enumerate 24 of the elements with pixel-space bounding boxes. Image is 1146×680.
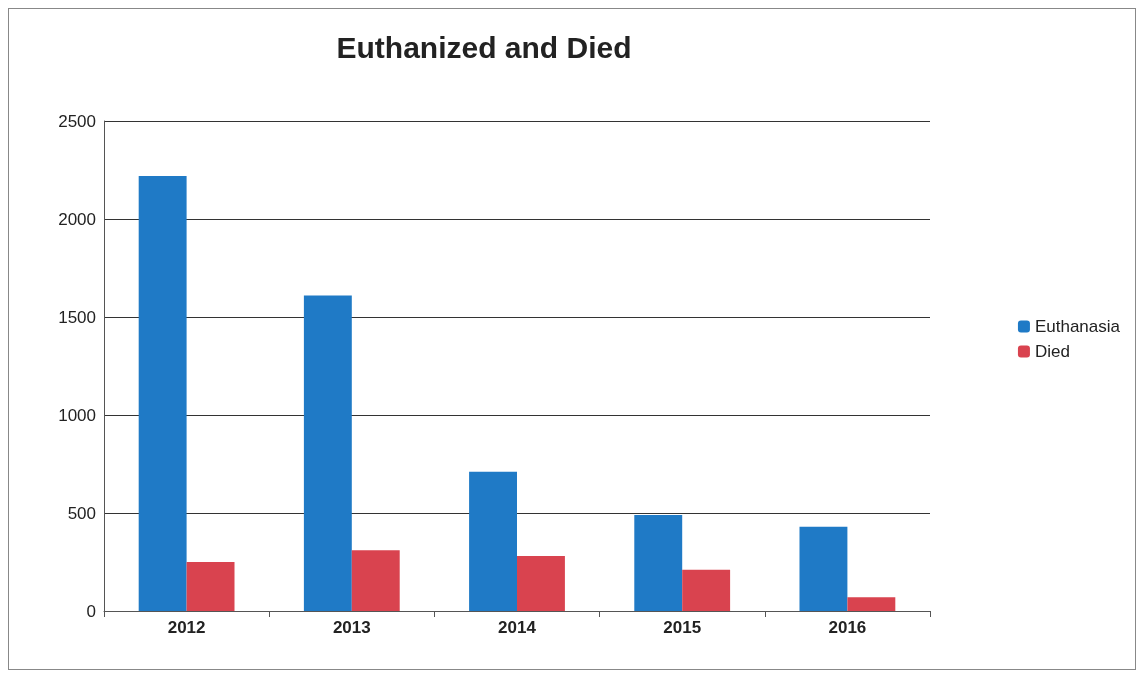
y-tick-label: 1500 <box>58 307 96 327</box>
bar <box>517 556 565 611</box>
bar <box>682 569 731 611</box>
bar <box>634 514 683 611</box>
bar <box>138 175 187 611</box>
y-tick-label: 0 <box>86 601 96 621</box>
bar <box>847 597 896 611</box>
x-tick-label: 2015 <box>663 618 702 637</box>
y-tick-label: 500 <box>67 503 96 523</box>
chart-title: Euthanized and Died <box>336 30 632 64</box>
x-tick-label: 2013 <box>332 618 371 637</box>
legend-label: Euthanasia <box>1034 317 1121 336</box>
bar <box>469 471 517 611</box>
x-tick-label: 2016 <box>828 618 867 637</box>
bar <box>186 562 235 611</box>
x-tick-label: 2014 <box>498 618 537 637</box>
bar <box>303 295 352 611</box>
y-tick-label: 2000 <box>58 209 96 229</box>
y-tick-label: 2500 <box>58 111 96 131</box>
legend-label: Died <box>1034 342 1070 361</box>
x-tick-label: 2012 <box>167 618 206 637</box>
y-tick-label: 1000 <box>58 405 96 425</box>
bar <box>799 526 848 611</box>
bar <box>351 550 400 611</box>
